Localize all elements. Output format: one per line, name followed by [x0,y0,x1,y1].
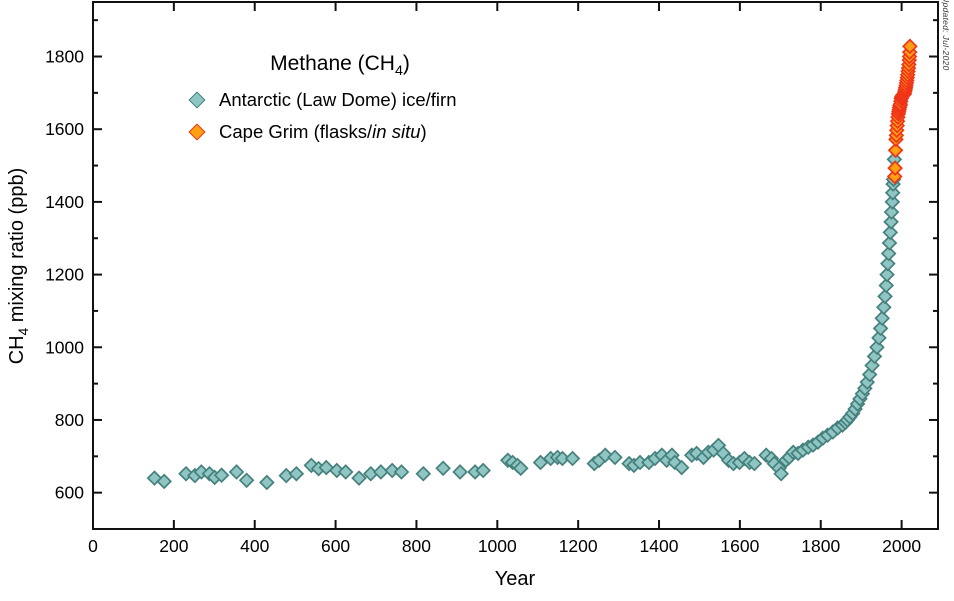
series-cape-grim [886,38,918,185]
y-tick-label: 1200 [45,265,84,285]
x-tick-label: 1800 [801,536,840,556]
data-point-diamond [554,450,571,467]
data-point-diamond [866,348,883,365]
data-point-diamond [871,330,887,346]
data-point-diamond [512,460,529,477]
data-point-diamond [884,194,901,210]
data-point-diamond [259,474,275,491]
data-point-diamond [337,464,354,480]
x-tick-label: 1400 [640,536,679,556]
y-axis-title: CH4 mixing ratio (ppb) [6,167,31,365]
data-point-diamond [887,160,903,176]
data-point-diamond [886,168,903,185]
data-point-diamond [303,457,320,474]
x-tick-label: 2000 [882,536,921,556]
data-point-diamond [156,473,172,490]
data-point-diamond [228,464,245,480]
data-point-diamond [213,467,230,484]
y-tick-label: 800 [55,410,84,430]
legend-title: Methane (CH4) [270,52,410,80]
y-tick-label: 1400 [45,192,84,212]
data-point-diamond [773,465,789,482]
x-axis-title: Year [494,568,536,590]
data-point-diamond [882,224,899,241]
x-tick-label: 1000 [478,536,517,556]
data-point-diamond [861,366,878,383]
x-tick-label: 0 [88,536,98,556]
teal-diamond-icon [188,91,206,109]
updated-date-note: Updated: Jul-2020 [941,0,951,71]
y-tick-label: 1600 [45,119,84,139]
data-point-diamond [874,310,891,327]
data-point-diamond [879,266,895,283]
legend-entry-antarctic: Antarctic (Law Dome) ice/firn [188,89,456,111]
data-point-diamond [373,464,389,480]
y-tick-label: 1800 [45,47,84,67]
data-point-diamond [883,214,899,230]
legend-label-antarctic: Antarctic (Law Dome) ice/firn [219,89,457,110]
data-point-diamond [880,255,896,272]
data-point-diamond [564,450,581,467]
data-point-diamond [288,465,305,482]
data-point-diamond [475,462,491,479]
data-point-diamond [328,462,345,479]
data-point-diamond [238,472,255,489]
legend-label-capegrim: Cape Grim (flasks/in situ) [219,121,427,142]
x-axis-ticks: 0 200 400 600 800 1000 1200 1400 1600 1800 2000 [88,2,921,556]
data-point-diamond [887,142,904,159]
y-tick-label: 1000 [45,337,84,357]
data-point-diamond [146,470,163,486]
data-point-diamond [435,460,451,477]
data-point-diamond [597,447,614,464]
data-point-diamond [876,299,892,316]
data-point-diamond [415,465,432,482]
data-point-diamond [872,320,889,337]
legend-entry-capegrim: Cape Grim (flasks/in situ) [188,121,427,143]
data-point-diamond [452,464,468,480]
data-point-diamond [673,459,690,476]
data-point-diamond [884,185,901,201]
data-point-diamond [351,470,367,486]
data-point-diamond [607,449,623,466]
x-tick-label: 1200 [559,536,598,556]
x-tick-label: 800 [402,536,431,556]
data-point-diamond [902,38,918,55]
x-tick-label: 200 [159,536,188,556]
data-point-diamond [393,464,410,480]
orange-diamond-icon [188,123,206,141]
data-point-diamond [746,455,763,472]
data-point-diamond [864,357,880,374]
data-point-diamond [877,288,893,305]
data-point-diamond [880,245,897,262]
data-point-diamond [878,277,895,294]
plot-frame [92,1,939,530]
x-tick-label: 1600 [720,536,759,556]
data-point-diamond [384,462,400,479]
x-tick-label: 400 [240,536,269,556]
data-point-diamond [883,204,900,220]
x-tick-label: 600 [321,536,350,556]
data-point-diamond [869,339,885,356]
data-point-diamond [666,454,683,471]
y-axis-ticks: 600 800 1000 1200 1400 1600 1800 [45,19,938,530]
data-point-diamond [318,459,335,476]
data-point-diamond [688,445,705,462]
series-antarctic-law-dome [146,151,903,491]
data-point-diamond [881,235,898,251]
y-tick-label: 600 [55,483,84,503]
